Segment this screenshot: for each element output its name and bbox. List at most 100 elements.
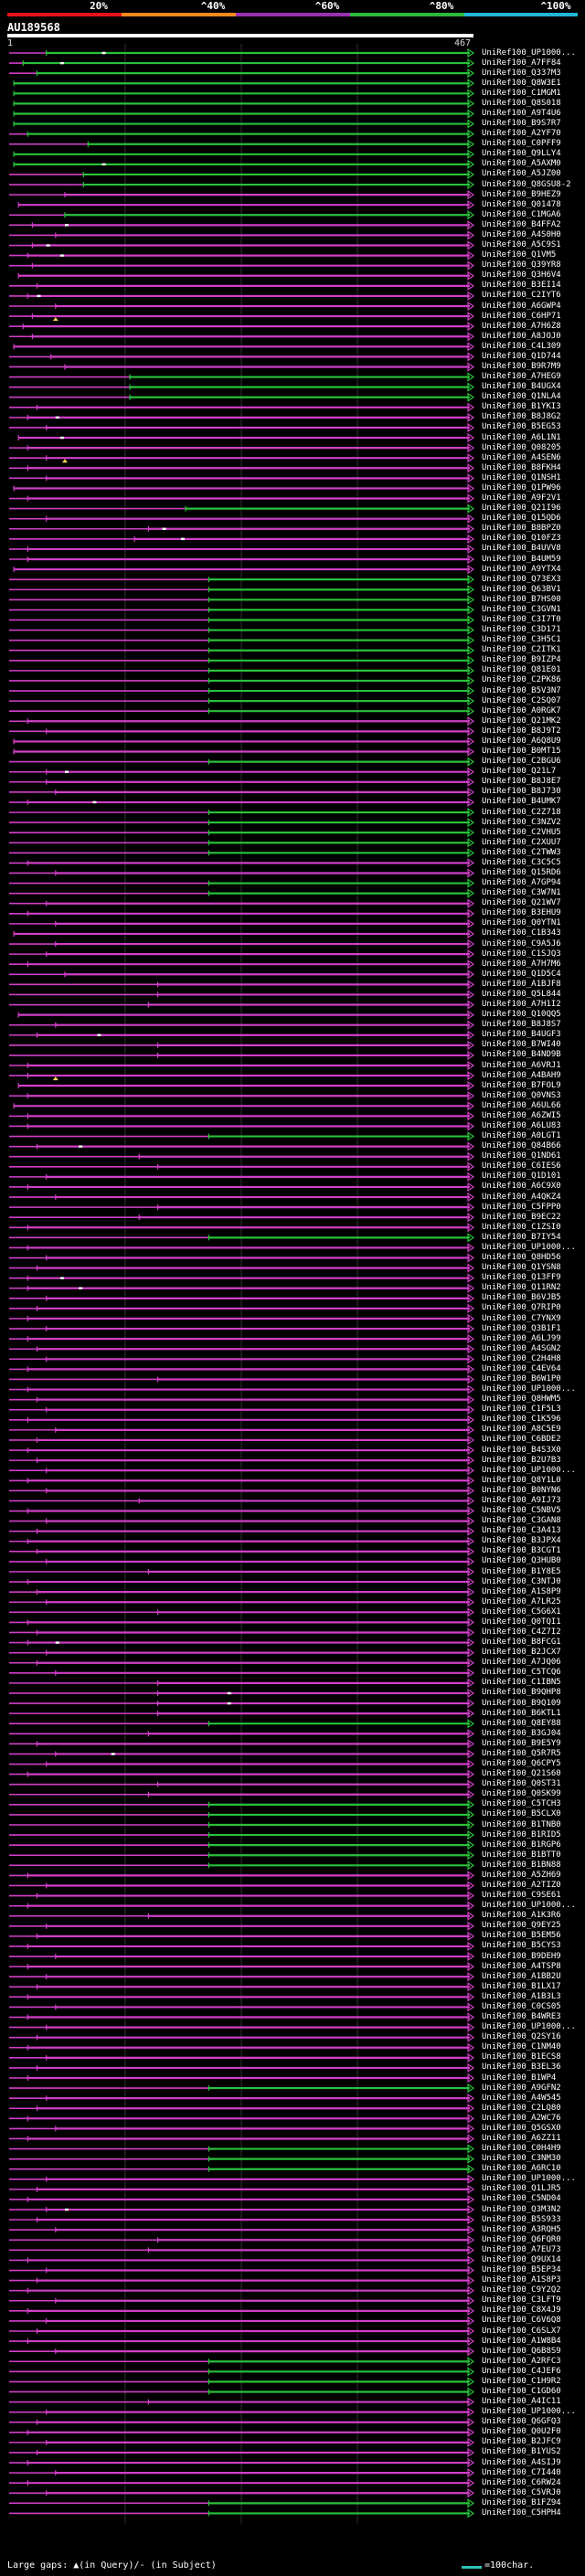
alignment-hit[interactable] — [9, 169, 475, 180]
alignment-hit[interactable] — [9, 1576, 475, 1587]
hit-label[interactable]: UniRef100_Q2SY16 — [482, 2032, 561, 2042]
hit-label[interactable]: UniRef100_Q21MK2 — [482, 716, 561, 726]
alignment-hit[interactable] — [9, 2437, 475, 2448]
hit-label[interactable]: UniRef100_A4QKZ4 — [482, 1192, 561, 1202]
hit-label[interactable]: UniRef100_UP1000... — [482, 48, 576, 58]
alignment-hit[interactable] — [9, 625, 475, 635]
hit-label[interactable]: UniRef100_Q3M3N2 — [482, 2204, 561, 2214]
alignment-hit[interactable] — [9, 442, 475, 453]
hit-label[interactable]: UniRef100_B8J8E7 — [482, 777, 561, 787]
alignment-hit[interactable] — [9, 868, 475, 878]
hit-label[interactable]: UniRef100_A6Q8U9 — [482, 736, 561, 746]
hit-label[interactable]: UniRef100_A4BAH9 — [482, 1070, 561, 1080]
hit-label[interactable]: UniRef100_B2JCX7 — [482, 1648, 561, 1658]
hit-label[interactable]: UniRef100_A1B3L3 — [482, 1991, 561, 2001]
hit-label[interactable]: UniRef100_C0PFF9 — [482, 139, 561, 149]
alignment-hit[interactable] — [9, 1151, 475, 1161]
alignment-hit[interactable] — [9, 453, 475, 463]
alignment-hit[interactable] — [9, 504, 475, 514]
alignment-hit[interactable] — [9, 493, 475, 504]
hit-label[interactable]: UniRef100_C8X4J9 — [482, 2306, 561, 2316]
hit-label[interactable]: UniRef100_C4Z7I2 — [482, 1627, 561, 1637]
alignment-hit[interactable] — [9, 685, 475, 696]
alignment-hit[interactable] — [9, 1384, 475, 1394]
alignment-hit[interactable] — [9, 2367, 475, 2377]
alignment-hit[interactable] — [9, 2002, 475, 2012]
hit-label[interactable]: UniRef100_B6VJB5 — [482, 1293, 561, 1303]
hit-label[interactable]: UniRef100_A0LGT1 — [482, 1131, 561, 1141]
alignment-hit[interactable] — [9, 2154, 475, 2164]
hit-label[interactable]: UniRef100_B5V3N7 — [482, 685, 561, 695]
hit-label[interactable]: UniRef100_B4ND9B — [482, 1050, 561, 1060]
alignment-hit[interactable] — [9, 1344, 475, 1354]
alignment-hit[interactable] — [9, 514, 475, 524]
hit-label[interactable]: UniRef100_B1TNB0 — [482, 1819, 561, 1829]
hit-label[interactable]: UniRef100_A5ZH69 — [482, 1870, 561, 1880]
hit-label[interactable]: UniRef100_C2IYT6 — [482, 291, 561, 301]
hit-label[interactable]: UniRef100_A4TSP8 — [482, 1961, 561, 1971]
alignment-hit[interactable] — [17, 1081, 475, 1091]
hit-label[interactable]: UniRef100_Q337M3 — [482, 68, 561, 78]
hit-label[interactable]: UniRef100_B8J8S7 — [482, 1020, 561, 1030]
alignment-hit[interactable] — [9, 1364, 475, 1374]
alignment-hit[interactable] — [9, 2022, 475, 2032]
hit-label[interactable]: UniRef100_A7HEG9 — [482, 372, 561, 382]
alignment-hit[interactable] — [9, 1708, 475, 1719]
hit-label[interactable]: UniRef100_C2XUU7 — [482, 837, 561, 847]
alignment-hit[interactable] — [9, 1871, 475, 1881]
alignment-hit[interactable] — [9, 1466, 475, 1476]
hit-label[interactable]: UniRef100_C6SLX7 — [482, 2326, 561, 2336]
hit-label[interactable]: UniRef100_Q3H6V4 — [482, 270, 561, 281]
alignment-hit[interactable] — [9, 1050, 475, 1061]
hit-label[interactable]: UniRef100_Q15QD6 — [482, 514, 561, 524]
hit-label[interactable]: UniRef100_C1IBN5 — [482, 1678, 561, 1688]
alignment-hit[interactable] — [9, 1688, 475, 1699]
alignment-hit[interactable] — [9, 69, 475, 79]
alignment-hit[interactable] — [9, 938, 475, 949]
hit-label[interactable]: UniRef100_A7H7M6 — [482, 959, 561, 969]
alignment-hit[interactable] — [17, 1010, 475, 1020]
hit-label[interactable]: UniRef100_Q3HUB0 — [482, 1556, 561, 1566]
alignment-hit[interactable] — [9, 2204, 475, 2215]
hit-label[interactable]: UniRef100_Q9LLY4 — [482, 149, 561, 159]
hit-label[interactable]: UniRef100_C1B343 — [482, 928, 561, 938]
alignment-hit[interactable] — [9, 1131, 475, 1141]
alignment-hit[interactable] — [9, 1678, 475, 1689]
alignment-hit[interactable] — [9, 1354, 475, 1364]
alignment-hit[interactable] — [9, 1141, 475, 1151]
alignment-hit[interactable] — [9, 918, 475, 929]
hit-label[interactable]: UniRef100_B1FZ94 — [482, 2497, 561, 2507]
alignment-hit[interactable] — [9, 1779, 475, 1789]
hit-label[interactable]: UniRef100_B6KTL1 — [482, 1708, 561, 1718]
alignment-hit[interactable] — [9, 210, 475, 220]
hit-label[interactable]: UniRef100_A7FF84 — [482, 58, 561, 68]
alignment-hit[interactable] — [9, 301, 475, 312]
alignment-hit[interactable] — [9, 1486, 475, 1496]
hit-label[interactable]: UniRef100_B0MT15 — [482, 747, 561, 757]
alignment-hit[interactable] — [9, 2295, 475, 2306]
hit-label[interactable]: UniRef100_A4W545 — [482, 2093, 561, 2103]
alignment-hit[interactable] — [9, 2052, 475, 2062]
alignment-hit[interactable] — [9, 311, 475, 322]
alignment-hit[interactable] — [9, 1182, 475, 1193]
alignment-hit[interactable] — [9, 1060, 475, 1071]
alignment-hit[interactable] — [9, 352, 475, 362]
hit-label[interactable]: UniRef100_Q21L7 — [482, 767, 557, 777]
hit-label[interactable]: UniRef100_Q0U2F0 — [482, 2427, 561, 2437]
hit-label[interactable]: UniRef100_Q9UX14 — [482, 2254, 561, 2264]
alignment-hit[interactable] — [9, 412, 475, 423]
hit-label[interactable]: UniRef100_C3LFT9 — [482, 2295, 561, 2306]
alignment-hit[interactable] — [9, 2306, 475, 2316]
hit-label[interactable]: UniRef100_C2H4H8 — [482, 1353, 561, 1363]
alignment-hit[interactable] — [13, 342, 475, 352]
alignment-hit[interactable] — [9, 402, 475, 412]
alignment-hit[interactable] — [9, 1809, 475, 1820]
alignment-hit[interactable] — [9, 1587, 475, 1597]
hit-label[interactable]: UniRef100_C5NBV5 — [482, 1506, 561, 1516]
hit-label[interactable]: UniRef100_B0NYN6 — [482, 1485, 561, 1495]
hit-label[interactable]: UniRef100_C1F5L3 — [482, 1405, 561, 1415]
hit-label[interactable]: UniRef100_C1GD60 — [482, 2386, 561, 2396]
alignment-hit[interactable] — [9, 1415, 475, 1425]
alignment-hit[interactable] — [9, 2144, 475, 2154]
hit-label[interactable]: UniRef100_Q6CPY5 — [482, 1759, 561, 1769]
